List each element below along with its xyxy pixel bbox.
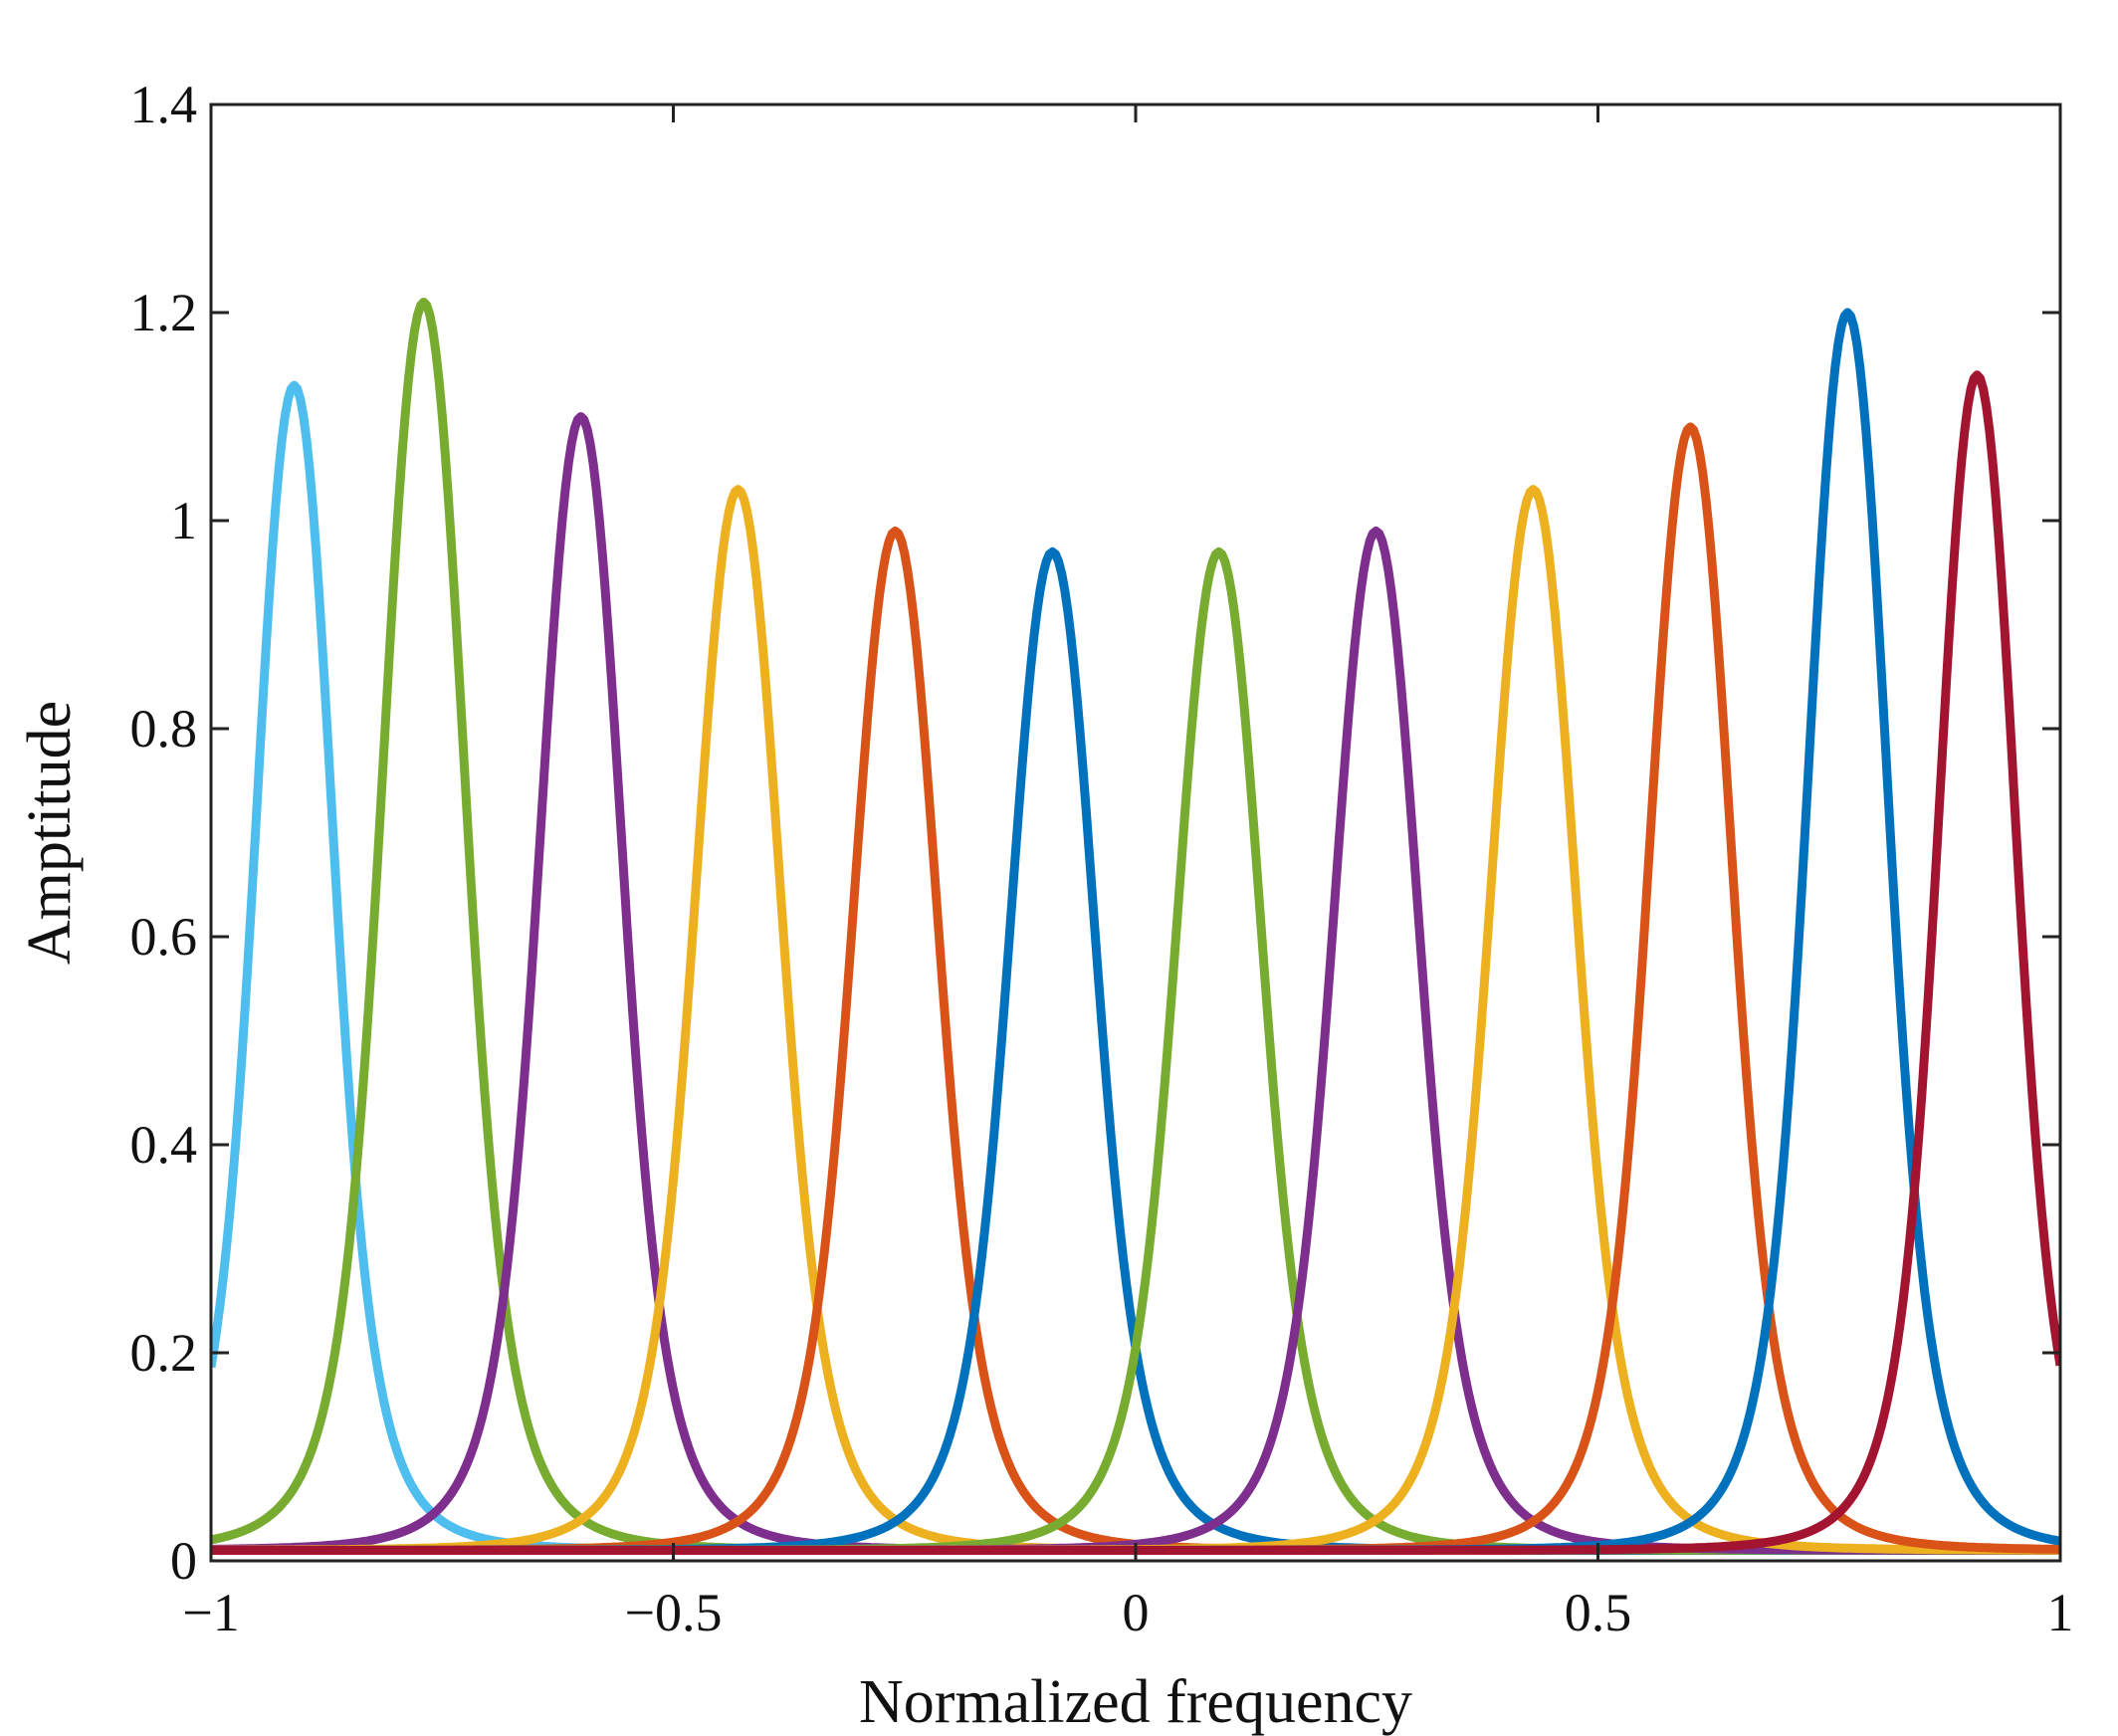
x-tick-label-0: −1: [182, 1583, 239, 1642]
x-tick-label-1: −0.5: [625, 1583, 723, 1642]
y-tick-label-6: 1.2: [130, 283, 198, 342]
series-layer: [211, 298, 2060, 1555]
x-tick-label-4: 1: [2047, 1583, 2074, 1642]
y-axis-label: Amptitude: [16, 701, 84, 965]
y-tick-label-4: 0.8: [130, 699, 198, 759]
y-tick-label-1: 0.2: [130, 1323, 198, 1383]
tick-layer: −1 −0.5 0 0.5 1 0 0.2 0.4 0.6 0.8 1 1.2 1.4: [130, 75, 2074, 1642]
y-tick-label-5: 1: [170, 491, 197, 550]
y-tick-label-2: 0.4: [130, 1115, 198, 1175]
x-tick-label-3: 0.5: [1565, 1583, 1632, 1642]
x-axis-label: Normalized frequency: [859, 1668, 1412, 1736]
x-tick-label-2: 0: [1123, 1583, 1150, 1642]
y-tick-label-3: 0.6: [130, 907, 198, 967]
y-tick-label-0: 0: [170, 1531, 197, 1591]
y-tick-label-7: 1.4: [130, 75, 198, 134]
